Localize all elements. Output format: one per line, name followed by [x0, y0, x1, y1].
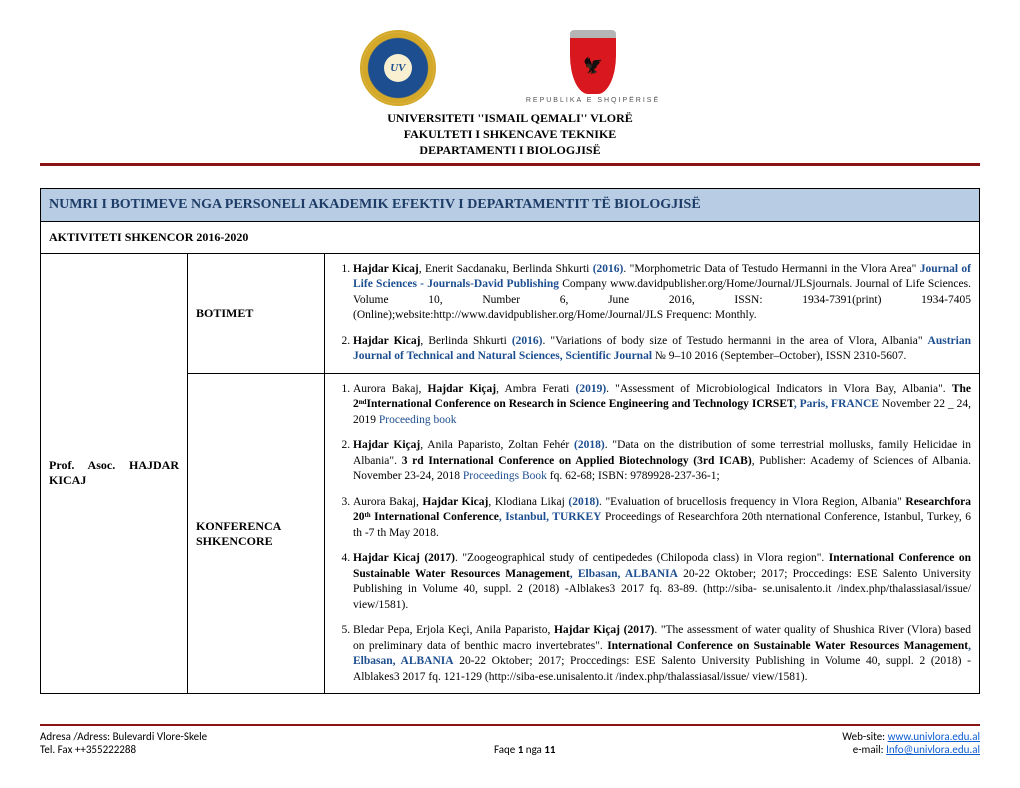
footer-tel: Tel. Fax ++355222288	[40, 743, 136, 756]
footer-email-link[interactable]: Info@univlora.edu.al	[886, 743, 980, 756]
header-line-3: DEPARTAMENTI I BIOLOGJISË	[40, 142, 980, 158]
footer-page-total: 11	[544, 743, 555, 756]
header-divider	[40, 163, 980, 166]
list-item: Hajdar Kiçaj, Anila Paparisto, Zoltan Fe…	[353, 438, 971, 485]
table-title: NUMRI I BOTIMEVE NGA PERSONELI AKADEMIK …	[41, 188, 980, 221]
publications-table: NUMRI I BOTIMEVE NGA PERSONELI AKADEMIK …	[40, 188, 980, 695]
footer-right: Web-site: www.univlora.edu.al e-mail: In…	[842, 730, 980, 756]
logo-republic: REPUBLIKA E SHQIPËRISË	[526, 30, 660, 106]
header-logos: REPUBLIKA E SHQIPËRISË	[40, 30, 980, 106]
author-cell: Prof. Asoc. HAJDAR KICAJ	[41, 253, 188, 694]
section-konferenca-label: KONFERENCA SHKENCORE	[188, 373, 325, 694]
list-item: Aurora Bakaj, Hajdar Kiçaj, Ambra Ferati…	[353, 382, 971, 429]
page-footer: Adresa /Adress: Bulevardi Vlore-Skele Te…	[40, 730, 980, 756]
header-line-1: UNIVERSITETI ''ISMAIL QEMALI'' VLORË	[40, 110, 980, 126]
footer-divider	[40, 724, 980, 726]
section-botimet-label: BOTIMET	[188, 253, 325, 373]
emblem-shield	[570, 30, 616, 94]
konferenca-content: Aurora Bakaj, Hajdar Kiçaj, Ambra Ferati…	[325, 373, 980, 694]
footer-left: Adresa /Adress: Bulevardi Vlore-Skele Te…	[40, 730, 207, 756]
botimet-content: Hajdar Kicaj, Enerit Sacdanaku, Berlinda…	[325, 253, 980, 373]
logo-university	[360, 30, 436, 106]
header-line-2: FAKULTETI I SHKENCAVE TEKNIKE	[40, 126, 980, 142]
list-item: Aurora Bakaj, Hajdar Kicaj, Klodiana Lik…	[353, 495, 971, 542]
footer-web-link[interactable]: www.univlora.edu.al	[888, 730, 980, 743]
list-item: Hajdar Kicaj, Enerit Sacdanaku, Berlinda…	[353, 262, 971, 324]
list-item: Bledar Pepa, Erjola Keçi, Anila Paparist…	[353, 623, 971, 685]
list-item: Hajdar Kicaj, Berlinda Shkurti (2016). "…	[353, 334, 971, 365]
footer-address: Adresa /Adress: Bulevardi Vlore-Skele	[40, 730, 207, 743]
emblem-caption: REPUBLIKA E SHQIPËRISË	[526, 97, 660, 104]
table-subtitle: AKTIVITETI SHKENCOR 2016-2020	[41, 221, 980, 253]
footer-page-sep: nga	[523, 743, 544, 756]
footer-web-label: Web-site:	[842, 730, 887, 743]
footer-page-label: Faqe	[494, 743, 518, 756]
footer-email-label: e-mail:	[853, 743, 886, 756]
list-item: Hajdar Kicaj (2017). "Zoogeographical st…	[353, 551, 971, 613]
header-text-block: UNIVERSITETI ''ISMAIL QEMALI'' VLORË FAK…	[40, 110, 980, 159]
footer-center: Faqe 1 nga 11	[207, 730, 842, 756]
